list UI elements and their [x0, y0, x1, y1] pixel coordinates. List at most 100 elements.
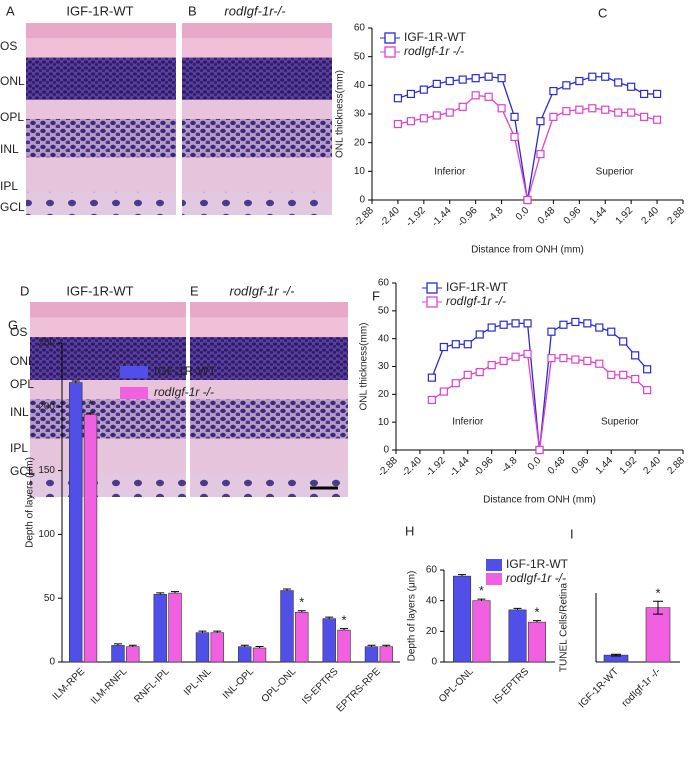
bar [379, 646, 393, 663]
error-cap [513, 607, 522, 610]
tissue-layer [30, 399, 186, 439]
point [571, 355, 580, 364]
x-axis-label: Distance from ONH (mm) [483, 495, 596, 506]
panel-letter: H [405, 523, 414, 538]
x-tick-label: 0.48 [546, 455, 568, 477]
error-cap [382, 644, 391, 647]
annotation: Inferior [434, 167, 466, 178]
legend-marker [426, 282, 438, 294]
panel-letter: B [188, 3, 197, 18]
x-tick-label: OPL-ONL [437, 666, 476, 705]
y-tick-label: 30 [354, 109, 366, 120]
x-tick-label: 2.88 [665, 205, 687, 227]
y-axis-label: Depth of layers (μm) [407, 571, 418, 662]
x-tick-label: -4.8 [486, 205, 506, 225]
point [640, 89, 649, 99]
point [487, 323, 496, 332]
bar [153, 594, 167, 663]
point [535, 445, 544, 455]
point [471, 74, 480, 83]
legend-swatch [120, 366, 148, 378]
panel-letter: C [598, 5, 607, 20]
point [619, 337, 628, 346]
point [595, 323, 604, 332]
tissue-layer [182, 191, 332, 215]
x-tick-label: 0.48 [536, 205, 558, 227]
bar [168, 592, 182, 663]
x-tick-label: 2.40 [640, 205, 662, 227]
point [499, 356, 508, 366]
error-cap [458, 574, 467, 577]
layer-label: INL [0, 142, 19, 156]
tissue-layer [26, 38, 176, 58]
tissue-layer [26, 99, 176, 119]
x-axis-label: Distance from ONH (mm) [471, 245, 584, 256]
panel-title: rodIgf-1r-/- [224, 3, 286, 18]
panel-title: IGF-1R-WT [66, 3, 133, 18]
y-tick-label: 50 [44, 593, 56, 604]
significance-marker: * [341, 613, 346, 628]
y-tick-label: 60 [426, 565, 438, 576]
point [588, 72, 597, 81]
point [614, 108, 623, 117]
bar [364, 646, 379, 663]
y-tick-label: 0 [383, 445, 389, 456]
point [510, 112, 519, 121]
legend-marker [384, 32, 396, 44]
x-tick-label: 1.44 [594, 455, 616, 477]
legend-marker [426, 296, 438, 308]
x-tick-label: IGF-1R-WT [577, 666, 621, 710]
point [575, 105, 584, 114]
point [562, 107, 571, 116]
y-tick-label: 40 [354, 80, 366, 91]
error-cap [325, 616, 334, 619]
bar [195, 632, 210, 663]
point [643, 365, 652, 374]
bar [238, 646, 252, 663]
layer-label: ONL [0, 74, 25, 88]
point [583, 356, 592, 366]
point [631, 374, 640, 384]
tissue-layer [30, 473, 186, 497]
panel-title: IGF-1R-WT [66, 283, 133, 298]
point [536, 150, 545, 159]
tissue-layer [182, 119, 332, 158]
error-bar [653, 600, 663, 615]
annotation: Inferior [452, 417, 484, 428]
tissue-layer [190, 337, 348, 380]
tissue-layer [30, 302, 186, 318]
y-tick-label: 20 [354, 137, 366, 148]
tissue-layer [182, 23, 332, 39]
point [484, 92, 493, 101]
point [614, 78, 623, 87]
bar [453, 575, 472, 663]
tissue-layer [190, 399, 348, 439]
tissue-layer [30, 337, 186, 380]
legend-label: IGF-1R-WT [506, 557, 569, 571]
point [607, 370, 616, 379]
point [523, 195, 532, 205]
legend-swatch [120, 387, 148, 399]
layer-label: ONL [10, 354, 35, 368]
point [627, 108, 636, 117]
y-tick-label: 30 [378, 361, 390, 372]
point [652, 89, 662, 99]
error-cap [171, 591, 180, 594]
error-cap [532, 620, 541, 623]
y-tick-label: 10 [378, 417, 390, 428]
bar [508, 609, 527, 663]
legend-label: IGF-1R-WT [404, 30, 467, 44]
x-tick-label: 0.96 [570, 455, 592, 477]
bar [645, 607, 671, 663]
point [571, 317, 580, 327]
point [432, 111, 441, 120]
x-tick-label: -2.88 [352, 205, 376, 229]
error-cap [282, 588, 291, 591]
layer-label: IPL [0, 179, 18, 193]
panel-letter: A [6, 3, 15, 18]
layer-label: OS [0, 39, 17, 53]
error-cap [113, 643, 122, 646]
tissue-layer [190, 473, 348, 497]
x-tick-label: -2.88 [376, 455, 400, 479]
